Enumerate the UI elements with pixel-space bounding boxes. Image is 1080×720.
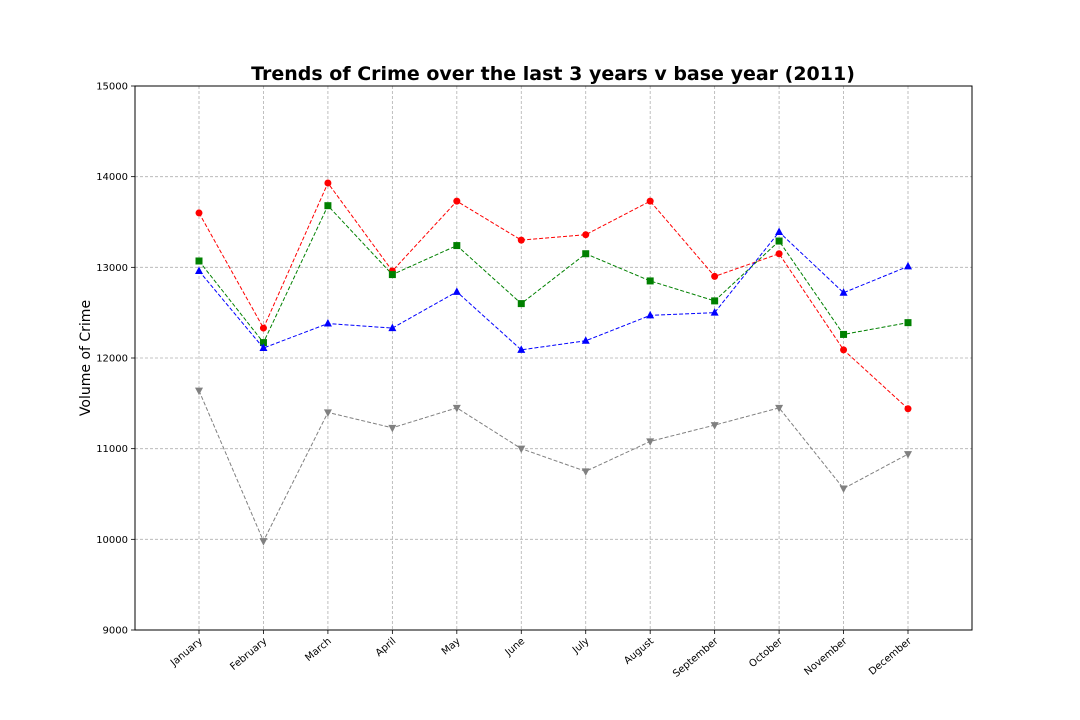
data-point — [581, 468, 590, 476]
data-point — [646, 438, 655, 446]
series-layer — [195, 179, 912, 546]
data-point — [452, 404, 461, 413]
data-point — [453, 242, 461, 250]
data-point — [195, 257, 203, 265]
data-point — [517, 300, 525, 308]
data-point — [775, 404, 784, 413]
y-axis-label: Volume of Crime — [78, 300, 94, 416]
data-point — [517, 236, 525, 244]
data-point — [840, 346, 848, 354]
data-point — [904, 451, 912, 459]
series-line — [198, 390, 909, 543]
x-tick-label: October — [747, 635, 785, 670]
data-point — [388, 424, 397, 433]
data-point — [323, 319, 332, 327]
data-point — [710, 308, 719, 316]
data-point — [323, 409, 332, 417]
tick-layer: 9000 10000 11000 12000 13000 14000 15000 Januar… — [96, 82, 914, 680]
series-line — [198, 231, 909, 351]
y-tick-label: 10000 — [96, 535, 128, 546]
series-line — [198, 204, 909, 344]
data-point — [259, 538, 268, 546]
x-tick-label: November — [803, 635, 851, 677]
data-point — [775, 237, 783, 245]
data-point — [775, 227, 784, 235]
series-3 — [195, 227, 912, 353]
data-point — [517, 445, 526, 454]
data-point — [775, 250, 783, 258]
data-point — [259, 324, 267, 332]
x-tick-label: July — [570, 636, 592, 657]
data-point — [388, 271, 396, 279]
data-point — [517, 345, 526, 353]
data-point — [904, 405, 912, 413]
data-point — [840, 330, 848, 338]
data-point — [711, 272, 719, 280]
data-point — [582, 250, 590, 258]
data-point — [581, 336, 590, 344]
data-point — [904, 261, 912, 270]
data-point — [646, 310, 655, 319]
data-point — [453, 197, 461, 205]
data-point — [195, 387, 203, 396]
y-tick-label: 12000 — [96, 354, 128, 365]
data-point — [839, 485, 848, 494]
x-tick-label: May — [440, 636, 463, 658]
x-tick-label: March — [303, 636, 333, 664]
data-point — [646, 277, 654, 285]
data-point — [259, 343, 268, 352]
data-point — [388, 323, 397, 332]
y-tick-label: 14000 — [96, 172, 128, 183]
series-2 — [195, 202, 912, 347]
x-tick-label: January — [168, 636, 205, 669]
x-tick-label: September — [671, 635, 721, 680]
x-tick-label: April — [374, 636, 399, 659]
data-point — [452, 287, 461, 295]
data-point — [839, 288, 848, 296]
x-tick-label: June — [503, 636, 528, 659]
data-point — [195, 266, 203, 274]
series-line — [198, 182, 909, 410]
data-point — [259, 339, 267, 347]
x-tick-label: August — [622, 636, 656, 667]
data-point — [195, 209, 203, 217]
data-point — [646, 197, 654, 205]
y-tick-label: 11000 — [96, 444, 128, 455]
x-tick-label: February — [228, 636, 269, 673]
y-tick-label: 15000 — [96, 82, 128, 93]
data-point — [582, 231, 590, 239]
grid-layer — [135, 85, 972, 631]
x-tick-label: December — [867, 635, 914, 677]
y-tick-label: 13000 — [96, 263, 128, 274]
y-tick-label: 9000 — [103, 626, 128, 637]
data-point — [711, 297, 719, 305]
data-point — [710, 422, 719, 430]
chart-title: Trends of Crime over the last 3 years v … — [251, 63, 855, 85]
data-point — [324, 202, 332, 210]
series-1 — [195, 179, 912, 413]
series-4 — [195, 387, 912, 546]
data-point — [324, 179, 332, 187]
data-point — [904, 319, 912, 327]
